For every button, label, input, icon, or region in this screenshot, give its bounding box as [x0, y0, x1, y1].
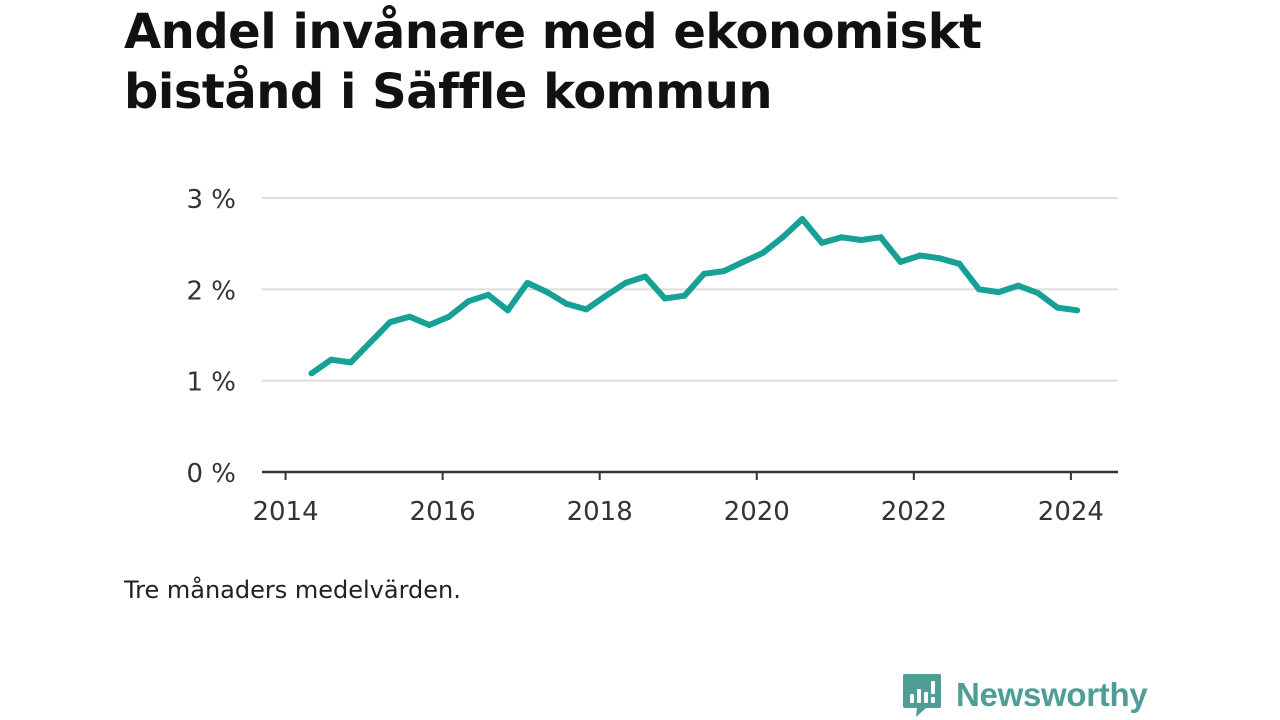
data-point: [818, 239, 825, 246]
data-point: [308, 370, 315, 377]
data-point: [858, 237, 865, 244]
data-point: [975, 286, 982, 293]
data-point: [760, 249, 767, 256]
data-point: [347, 359, 354, 366]
data-point: [406, 313, 413, 320]
data-point: [779, 234, 786, 241]
data-point: [838, 234, 845, 241]
chart-title: Andel invånare med ekonomiskt bistånd i …: [124, 4, 982, 120]
y-tick-label: 1 %: [186, 368, 236, 398]
data-point: [504, 307, 511, 314]
data-point: [445, 313, 452, 320]
data-point: [1074, 307, 1081, 314]
y-tick-label: 0 %: [186, 459, 236, 489]
data-point: [956, 260, 963, 267]
data-point: [897, 258, 904, 265]
data-point: [1054, 304, 1061, 311]
series-line: [309, 216, 1078, 376]
data-point: [720, 268, 727, 275]
data-point: [701, 270, 708, 277]
data-point: [465, 298, 472, 305]
data-point: [563, 300, 570, 307]
data-point: [524, 279, 531, 286]
data-point: [583, 306, 590, 313]
x-tick-label: 2016: [410, 497, 476, 527]
brand-logo: Newsworthy: [902, 670, 1148, 720]
data-point: [936, 255, 943, 262]
chart-note: Tre månaders medelvärden.: [124, 576, 461, 604]
data-point: [995, 289, 1002, 296]
y-tick-label: 3 %: [186, 185, 236, 215]
series-group: [308, 216, 1081, 377]
data-point: [622, 279, 629, 286]
data-point: [799, 216, 806, 223]
data-point: [367, 339, 374, 346]
x-tick-label: 2020: [724, 497, 790, 527]
x-tick-label: 2018: [567, 497, 633, 527]
x-tick-label: 2022: [881, 497, 947, 527]
data-point: [544, 289, 551, 296]
data-point: [328, 356, 335, 363]
data-point: [740, 258, 747, 265]
newsworthy-logo-icon: [903, 674, 941, 717]
data-point: [602, 292, 609, 299]
data-point: [917, 252, 924, 259]
data-point: [1015, 282, 1022, 289]
y-tick-label: 2 %: [186, 276, 236, 306]
data-point: [661, 295, 668, 302]
data-point: [387, 319, 394, 326]
data-point: [681, 292, 688, 299]
brand-name: Newsworthy: [956, 676, 1148, 713]
data-point: [642, 273, 649, 280]
data-point: [1034, 289, 1041, 296]
x-axis: [262, 470, 1118, 480]
data-point: [426, 321, 433, 328]
x-axis-labels: 2014 2016 2018 2020 2022 2024: [252, 497, 1103, 527]
data-point: [485, 291, 492, 298]
x-tick-label: 2014: [252, 497, 318, 527]
x-tick-label: 2024: [1038, 497, 1104, 527]
data-point: [877, 234, 884, 241]
y-axis-labels: 0 % 1 % 2 % 3 %: [186, 185, 236, 489]
